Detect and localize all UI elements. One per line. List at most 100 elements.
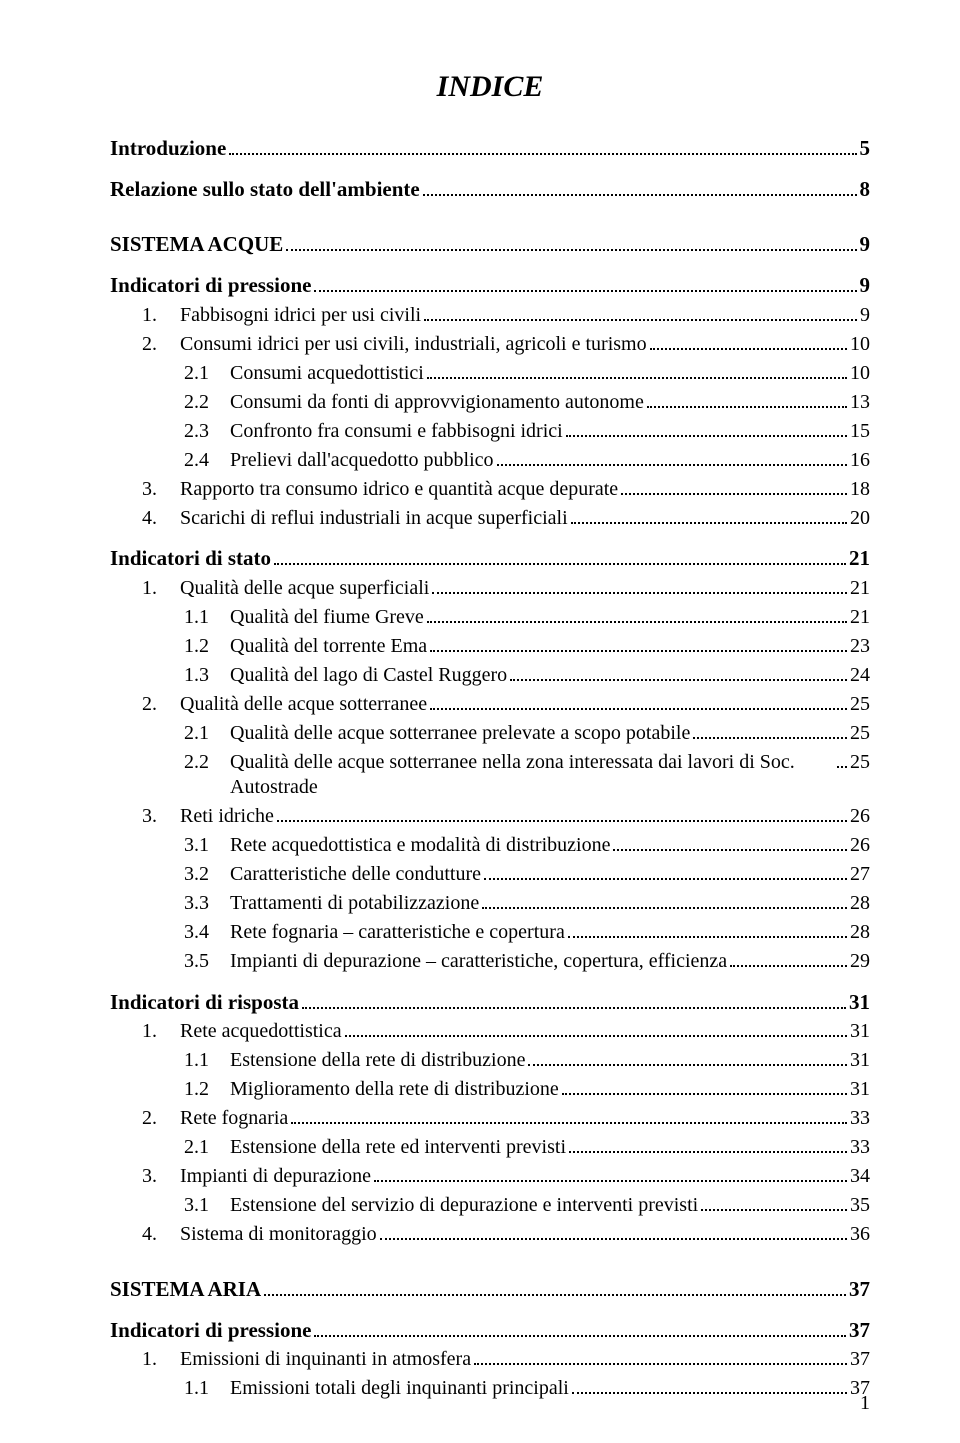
- toc-entry-page: 34: [850, 1164, 870, 1189]
- toc-entry-page: 37: [850, 1347, 870, 1372]
- toc-entry-label: Reti idriche: [180, 804, 274, 829]
- toc-entry-level2: 3.2Caratteristiche delle condutture 27: [110, 860, 870, 887]
- toc-sistema-heading: SISTEMA ARIA 37: [110, 1275, 870, 1302]
- toc-entry-level1: 3.Rapporto tra consumo idrico e quantità…: [110, 475, 870, 502]
- toc-entry-level2: 1.1Qualità del fiume Greve21: [110, 603, 870, 630]
- toc-entry-page: 16: [850, 448, 870, 473]
- toc-entry-number: 3.4: [184, 920, 230, 945]
- toc-entry-level2: 2.1Estensione della rete ed interventi p…: [110, 1133, 870, 1160]
- toc-entry-level2: 1.1Emissioni totali degli inquinanti pri…: [110, 1374, 870, 1401]
- toc-entry-label: Qualità delle acque superficiali: [180, 576, 429, 601]
- toc-entry-number: 2.1: [184, 1135, 230, 1160]
- toc-entry-level2: 3.1Estensione del servizio di depurazion…: [110, 1191, 870, 1218]
- toc-leader-dots: [345, 1017, 847, 1037]
- toc-entry-label: Estensione della rete ed interventi prev…: [230, 1135, 566, 1160]
- toc-sub-heading: Indicatori di pressione 9: [110, 271, 870, 298]
- toc-leader-dots: [274, 545, 846, 566]
- toc-entry-label: Impianti di depurazione – caratteristich…: [230, 949, 727, 974]
- toc-entry-label: Qualità delle acque sotterranee prelevat…: [230, 721, 690, 746]
- toc-entry-page: 18: [850, 477, 870, 502]
- toc-entry-page: 15: [850, 419, 870, 444]
- toc-entry-level1: 3.Reti idriche26: [110, 802, 870, 829]
- toc-entry-label: SISTEMA ARIA: [110, 1276, 261, 1302]
- toc-entry-level2: 2.3Confronto fra consumi e fabbisogni id…: [110, 417, 870, 444]
- toc-entry-number: 1.3: [184, 663, 230, 688]
- toc-entry-label: Emissioni di inquinanti in atmosfera: [180, 1347, 471, 1372]
- toc-heading: Relazione sullo stato dell'ambiente8: [110, 175, 870, 202]
- toc-entry-number: 2.: [142, 1106, 180, 1131]
- toc-entry-label: Caratteristiche delle condutture: [230, 862, 481, 887]
- toc-entry-level2: 3.4Rete fognaria – caratteristiche e cop…: [110, 918, 870, 945]
- toc-entry-number: 3.2: [184, 862, 230, 887]
- toc-leader-dots: [650, 330, 847, 350]
- toc-entry-page: 8: [860, 176, 871, 202]
- toc-entry-label: Qualità delle acque sotterranee: [180, 692, 427, 717]
- toc-entry-page: 37: [849, 1317, 870, 1343]
- toc-entry-page: 25: [850, 750, 870, 775]
- toc-sub-heading: Indicatori di stato21: [110, 545, 870, 572]
- toc-entry-page: 26: [850, 804, 870, 829]
- toc-entry-number: 1.1: [184, 605, 230, 630]
- toc-entry-page: 13: [850, 390, 870, 415]
- toc-entry-page: 29: [850, 949, 870, 974]
- toc-entry-label: Indicatori di risposta: [110, 989, 299, 1015]
- toc-leader-dots: [380, 1220, 847, 1240]
- toc-entry-level2: 1.1Estensione della rete di distribuzion…: [110, 1046, 870, 1073]
- toc-entry-level1: 1.Emissioni di inquinanti in atmosfera 37: [110, 1345, 870, 1372]
- toc-entry-page: 9: [860, 272, 871, 298]
- toc-entry-page: 24: [850, 663, 870, 688]
- doc-title: INDICE: [110, 70, 870, 104]
- toc-entry-number: 2.4: [184, 448, 230, 473]
- toc-entry-page: 37: [849, 1276, 870, 1302]
- toc-entry-page: 27: [850, 862, 870, 887]
- toc-entry-label: Indicatori di pressione: [110, 1317, 311, 1343]
- toc-entry-number: 2.2: [184, 390, 230, 415]
- toc-sistema-heading: SISTEMA ACQUE9: [110, 230, 870, 257]
- toc-leader-dots: [374, 1162, 847, 1182]
- toc-entry-page: 28: [850, 920, 870, 945]
- toc-leader-dots: [510, 661, 847, 681]
- toc-entry-page: 21: [850, 576, 870, 601]
- toc-sub-heading: Indicatori di risposta31: [110, 988, 870, 1015]
- toc-leader-dots: [430, 632, 847, 652]
- toc-leader-dots: [572, 1374, 847, 1394]
- toc-entry-label: Fabbisogni idrici per usi civili: [180, 303, 421, 328]
- toc-entry-page: 9: [860, 231, 871, 257]
- toc-leader-dots: [730, 947, 847, 967]
- toc-entry-number: 2.2: [184, 750, 230, 775]
- toc-leader-dots: [302, 988, 846, 1009]
- toc-leader-dots: [621, 475, 847, 495]
- toc-entry-number: 1.: [142, 576, 180, 601]
- toc-entry-number: 1.: [142, 1347, 180, 1372]
- toc-entry-level2: 1.3Qualità del lago di Castel Ruggero24: [110, 661, 870, 688]
- toc-leader-dots: [701, 1191, 847, 1211]
- toc-leader-dots: [277, 802, 847, 822]
- page: INDICE Introduzione5 Relazione sullo stat…: [0, 0, 960, 1443]
- toc-entry-number: 1.1: [184, 1048, 230, 1073]
- toc-entry-level2: 3.5Impianti di depurazione – caratterist…: [110, 947, 870, 974]
- toc-entry-number: 4.: [142, 1222, 180, 1247]
- toc-entry-number: 2.1: [184, 721, 230, 746]
- toc-entry-label: Estensione della rete di distribuzione: [230, 1048, 525, 1073]
- toc-leader-dots: [482, 889, 847, 909]
- toc-leader-dots: [286, 230, 856, 251]
- toc-heading: Introduzione5: [110, 134, 870, 161]
- toc-entry-level1: 4.Sistema di monitoraggio 36: [110, 1220, 870, 1247]
- toc-entry-level1: 1.Qualità delle acque superficiali 21: [110, 574, 870, 601]
- toc-entry-level1: 4.Scarichi di reflui industriali in acqu…: [110, 504, 870, 531]
- toc-entry-label: Rapporto tra consumo idrico e quantità a…: [180, 477, 618, 502]
- toc-leader-dots: [568, 918, 847, 938]
- toc-leader-dots: [528, 1046, 847, 1066]
- toc-leader-dots: [424, 301, 857, 321]
- toc-leader-dots: [427, 603, 847, 623]
- toc-entry-level1: 1.Rete acquedottistica31: [110, 1017, 870, 1044]
- page-number: 1: [860, 1392, 870, 1415]
- toc-leader-dots: [647, 388, 847, 408]
- toc-entry-label: Miglioramento della rete di distribuzion…: [230, 1077, 559, 1102]
- toc-entry-level2: 2.2Qualità delle acque sotterranee nella…: [110, 748, 870, 800]
- toc-entry-page: 36: [850, 1222, 870, 1247]
- toc-entry-label: Indicatori di pressione: [110, 272, 311, 298]
- toc-entry-label: Sistema di monitoraggio: [180, 1222, 377, 1247]
- toc-entry-label: Qualità delle acque sotterranee nella zo…: [230, 750, 834, 800]
- toc-entry-level1: 2.Consumi idrici per usi civili, industr…: [110, 330, 870, 357]
